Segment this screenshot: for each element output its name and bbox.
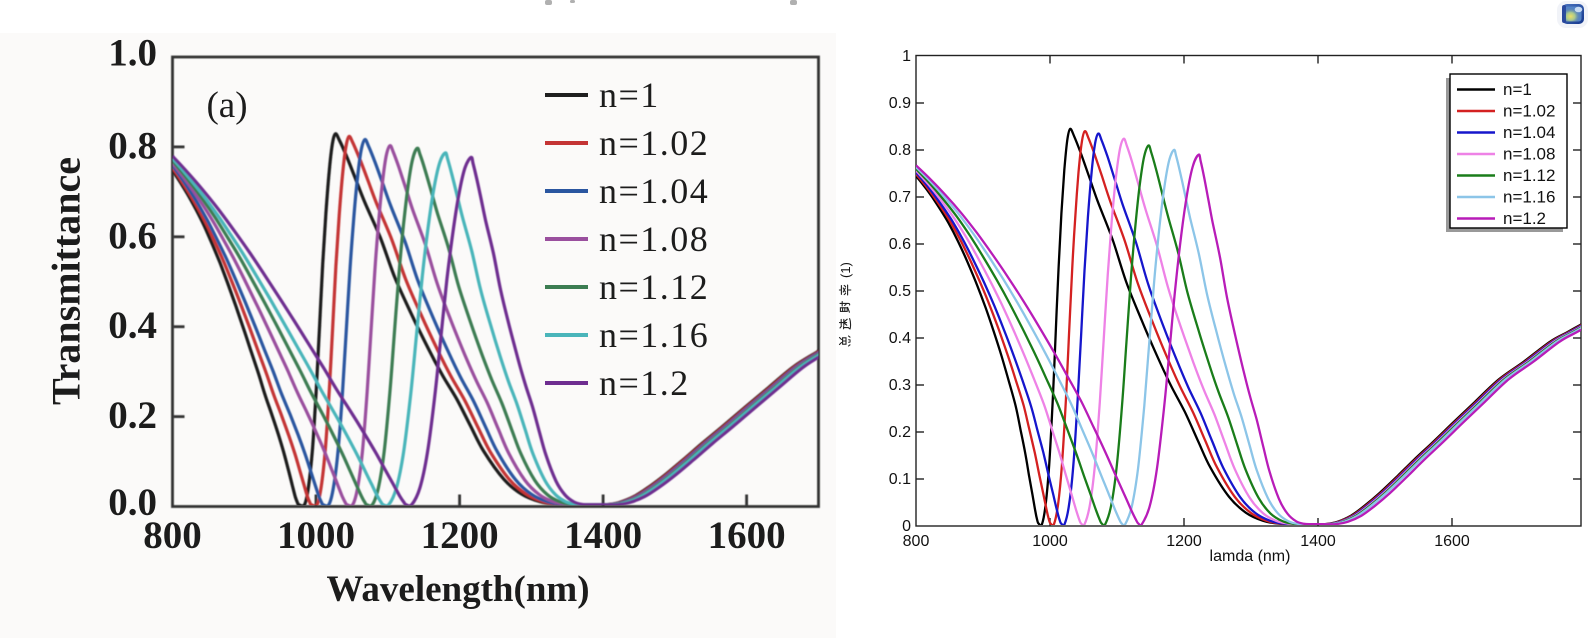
svg-text:n=1: n=1 xyxy=(1503,80,1532,99)
svg-text:1000: 1000 xyxy=(1032,533,1068,550)
svg-text:0.2: 0.2 xyxy=(108,394,157,437)
svg-text:n=1.12: n=1.12 xyxy=(599,267,709,307)
svg-text:0.6: 0.6 xyxy=(889,236,911,253)
svg-text:0.1: 0.1 xyxy=(889,471,911,488)
svg-text:n=1.04: n=1.04 xyxy=(599,171,709,211)
svg-text:0.8: 0.8 xyxy=(108,124,157,167)
svg-text:n=1.2: n=1.2 xyxy=(599,363,690,403)
svg-text:0.3: 0.3 xyxy=(889,377,911,394)
svg-text:n=1.02: n=1.02 xyxy=(1503,102,1555,121)
svg-text:1400: 1400 xyxy=(564,514,642,557)
svg-text:n=1.16: n=1.16 xyxy=(1503,188,1555,207)
svg-text:0.7: 0.7 xyxy=(889,189,911,206)
svg-text:0: 0 xyxy=(902,518,911,535)
svg-text:0.0: 0.0 xyxy=(108,481,157,524)
svg-text:1: 1 xyxy=(902,48,911,65)
svg-text:0.9: 0.9 xyxy=(889,95,911,112)
svg-text:1600: 1600 xyxy=(1434,533,1470,550)
svg-text:Wavelength(nm): Wavelength(nm) xyxy=(326,569,589,610)
svg-text:0.4: 0.4 xyxy=(889,330,911,347)
svg-text:1200: 1200 xyxy=(1166,533,1202,550)
svg-text:lamda (nm): lamda (nm) xyxy=(1210,548,1291,565)
svg-text:n=1: n=1 xyxy=(599,75,660,115)
svg-text:(a): (a) xyxy=(206,85,247,126)
svg-text:1.0: 1.0 xyxy=(108,32,157,75)
svg-text:1200: 1200 xyxy=(421,514,499,557)
svg-text:n=1.08: n=1.08 xyxy=(599,219,709,259)
svg-text:800: 800 xyxy=(143,514,202,557)
svg-text:Transmittance: Transmittance xyxy=(44,157,89,405)
svg-text:0.2: 0.2 xyxy=(889,424,911,441)
svg-text:n=1.12: n=1.12 xyxy=(1503,166,1555,185)
svg-text:800: 800 xyxy=(903,533,930,550)
svg-text:n=1.2: n=1.2 xyxy=(1503,209,1546,228)
svg-text:0.5: 0.5 xyxy=(889,283,911,300)
svg-text:0.8: 0.8 xyxy=(889,142,911,159)
svg-text:0.4: 0.4 xyxy=(108,304,157,347)
svg-text:n=1.08: n=1.08 xyxy=(1503,145,1555,164)
svg-text:1400: 1400 xyxy=(1300,533,1336,550)
svg-text:n=1.16: n=1.16 xyxy=(599,315,709,355)
svg-text:0.6: 0.6 xyxy=(108,214,157,257)
svg-text:n=1.04: n=1.04 xyxy=(1503,123,1555,142)
svg-text:n=1.02: n=1.02 xyxy=(599,123,709,163)
svg-text:1000: 1000 xyxy=(277,514,355,557)
svg-text:1600: 1600 xyxy=(708,514,786,557)
svg-text:(1): (1) xyxy=(838,262,853,278)
